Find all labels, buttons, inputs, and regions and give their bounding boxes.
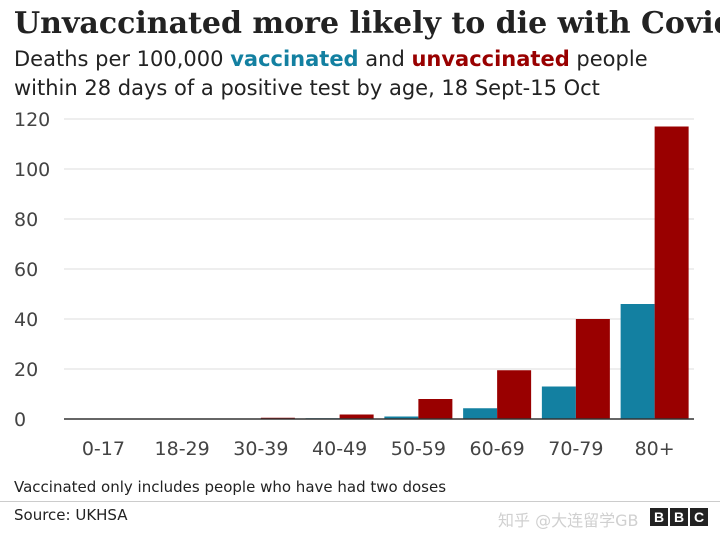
bar-chart: 0 20 40 60 80 100 120 0-17 18-29 30-39 40-49 50-59 6…: [14, 109, 694, 460]
footer-divider: [0, 501, 720, 502]
vaccinated-bar: [620, 304, 655, 419]
unvaccinated-bar: [497, 370, 532, 419]
subtitle-prefix: Deaths per 100,000: [14, 47, 231, 71]
subtitle-unvaccinated-word: unvaccinated: [411, 47, 570, 71]
x-tick-label: 80+: [635, 438, 675, 460]
unvaccinated-bar: [575, 319, 610, 419]
bbc-logo-letter: B: [670, 508, 688, 526]
watermark-text: 知乎 @大连留学GB: [498, 511, 639, 530]
vaccinated-bar: [463, 408, 498, 419]
bbc-logo-letter: C: [690, 508, 708, 526]
x-tick-label: 70-79: [548, 438, 603, 460]
subtitle-line-end: people: [569, 47, 648, 71]
unvaccinated-bar: [418, 399, 453, 419]
bbc-logo-letter: B: [650, 508, 668, 526]
subtitle-middle: and: [358, 47, 412, 71]
y-tick-label: 80: [14, 209, 38, 231]
bbc-logo: B B C: [650, 508, 708, 526]
x-tick-label: 18-29: [155, 438, 210, 460]
x-tick-label: 60-69: [470, 438, 525, 460]
y-tick-label: 0: [14, 409, 26, 431]
unvaccinated-bar: [339, 414, 374, 419]
chart-title: Unvaccinated more likely to die with Cov…: [14, 6, 720, 41]
x-tick-label: 30-39: [233, 438, 288, 460]
y-tick-label: 100: [14, 159, 50, 181]
vaccinated-bar: [384, 416, 419, 419]
subtitle-line2: within 28 days of a positive test by age…: [14, 76, 600, 100]
y-tick-label: 60: [14, 259, 38, 281]
y-tick-label: 20: [14, 359, 38, 381]
footnote: Vaccinated only includes people who have…: [14, 478, 447, 496]
y-tick-label: 120: [14, 109, 50, 131]
x-tick-label: 50-59: [391, 438, 446, 460]
source-note: Source: UKHSA: [14, 506, 128, 524]
subtitle-vaccinated-word: vaccinated: [230, 47, 359, 71]
x-tick-label: 0-17: [82, 438, 125, 460]
chart-subtitle: Deaths per 100,000 vaccinated and unvacc…: [14, 45, 714, 103]
x-tick-label: 40-49: [312, 438, 367, 460]
unvaccinated-bar: [654, 126, 689, 419]
vaccinated-bar: [541, 386, 576, 419]
y-tick-label: 40: [14, 309, 38, 331]
